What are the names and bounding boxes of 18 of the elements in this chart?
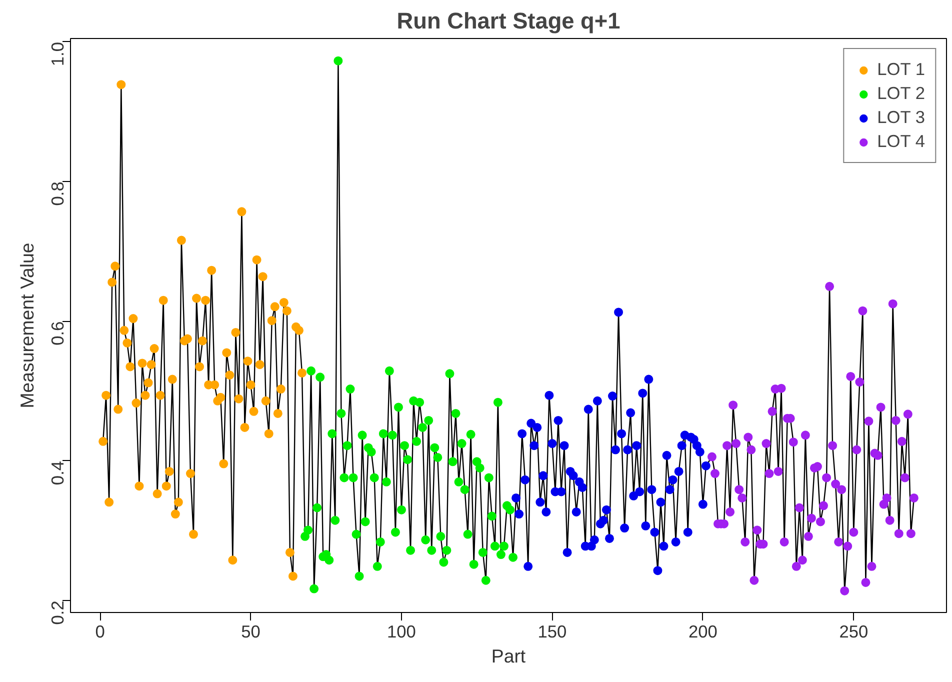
y-tick-label: 0.4 bbox=[48, 460, 68, 486]
x-axis-title: Part bbox=[491, 646, 526, 666]
chart-title: Run Chart Stage q+1 bbox=[396, 8, 620, 34]
legend-label: LOT 1 bbox=[877, 59, 925, 80]
x-tick-label: 0 bbox=[95, 622, 105, 642]
x-tick-label: 50 bbox=[241, 622, 260, 642]
x-tick-label: 200 bbox=[688, 622, 718, 642]
x-tick-label: 100 bbox=[387, 622, 416, 642]
y-tick-label: 0.6 bbox=[48, 321, 68, 346]
y-tick-label: 1.0 bbox=[48, 42, 68, 66]
x-tick-label: 150 bbox=[538, 622, 567, 642]
y-tick-label: 0.8 bbox=[48, 182, 68, 206]
legend-label: LOT 2 bbox=[877, 83, 925, 104]
y-tick-label: 0.2 bbox=[48, 600, 68, 625]
y-axis-title: Measurement Value bbox=[16, 242, 38, 408]
legend-label: LOT 4 bbox=[877, 131, 925, 152]
x-tick-label: 250 bbox=[839, 622, 868, 642]
legend-label: LOT 3 bbox=[877, 107, 925, 128]
